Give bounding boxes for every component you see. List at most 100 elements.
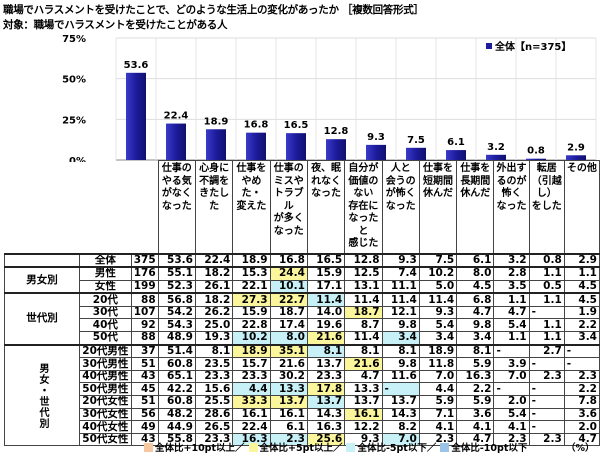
table-cell: 4.5 [563,279,600,294]
table-cell: 1.1 [528,318,565,333]
table-cell: 1.9 [563,305,600,320]
table-cell: 60.8 [157,357,196,371]
data-label: 16.8 [244,120,269,131]
table-cell: 10.2 [232,331,271,346]
data-label: 9.3 [367,132,385,143]
table-cell: 8.7 [344,318,383,333]
table-cell: 17.4 [269,318,308,333]
column-header-label: 仕事を 長期間 休んだ [460,163,491,199]
data-label: 0.8 [527,146,545,157]
column-header-label: 仕事の ミスや トラブル が多く なった [273,163,304,237]
legend-item: 全体比-10pt以下 [451,443,528,454]
table-cell: 13.3 [344,382,383,397]
column-header-label: 仕事の やる気 がなく なった [161,163,192,212]
table-cell: 26.2 [194,305,234,320]
table-cell: 14.3 [381,407,420,422]
table-cell: 56.8 [157,292,196,307]
row-n: 176 [130,266,159,281]
table-cell: - [528,407,565,422]
table-cell: 4.7 [456,432,495,447]
highlight-legend: 全体比+10pt以上／ 全体比+5pt以上／ 全体比-5pt以下／ 全体比-10pt以… [140,440,527,454]
table-cell: 4.5 [563,292,600,307]
column-header: その他 [563,160,600,254]
table-cell: 2.3 [528,432,565,447]
table-row: 全体 375 53.6 22.4 18.9 16.8 16.5 12.8 9.3 7.5 6.1 3.… [4,252,600,268]
table-cell: 9.3 [418,305,458,320]
table-cell: 18.7 [344,305,383,320]
column-header: 仕事の やる気 がなく なった [157,160,196,254]
table-cell: 54.3 [157,318,196,333]
table-cell: 3.9 [493,357,530,371]
legend-item: 全体比+5pt以上／ [259,443,343,454]
table-cell: 6.1 [269,420,308,434]
table-row: 20代女性 51 60.8 25.5 33.3 13.7 13.7 13.7 13.7 5.9 5.… [5,395,600,409]
data-label: 16.5 [284,120,309,131]
table-cell: 22.7 [269,292,308,307]
table-cell: 18.7 [269,305,308,320]
data-label: 7.5 [407,135,425,146]
table-cell: 22.1 [232,279,271,294]
row-group-label: 世代別 [4,292,80,346]
table-cell: 4.1 [493,420,530,434]
table-cell: 48.2 [157,407,196,422]
table-cell: - [493,343,530,359]
column-header-label: 人と 会うの が怖く なった [385,163,416,212]
row-label: 30代 [79,305,132,320]
bar-8 [406,147,426,160]
row-label: 40代 [79,318,132,333]
table-cell: 8.1 [381,343,420,359]
table-cell: 1.1 [493,331,530,346]
table-cell: 0.8 [528,252,565,268]
legend-swatch [248,443,258,452]
chart-subtitle: 対象：職場でハラスメントを受けたことがある人 [3,19,228,31]
table-cell: 8.1 [344,343,383,359]
row-n: 375 [130,252,159,268]
table-cell: 14.0 [306,305,346,320]
column-header-label: その他 [566,163,597,174]
table-cell: 53.6 [157,252,196,268]
legend-swatch [346,443,356,452]
data-label: 22.4 [164,111,189,122]
table-cell: 3.5 [493,279,530,294]
table-cell: 11.4 [381,292,420,307]
table-cell: 7.0 [493,369,530,384]
table-cell: 25.5 [194,395,234,409]
table-cell: 25.0 [194,318,234,333]
table-cell: 2.7 [528,343,565,359]
table-row: 世代別 20代 88 56.8 18.2 27.3 22.7 11.4 11.4 11.4 11.4… [4,292,600,346]
table-cell: 16.5 [306,252,346,268]
column-header-label: 仕事を 短期間 休んだ [423,163,453,199]
row-label: 女性 [79,279,132,294]
table-cell: 1.1 [493,292,530,307]
table-cell: 5.4 [493,318,530,333]
table-cell: - [528,395,565,409]
table-cell: 5.9 [456,395,495,409]
table-cell: 5.0 [418,279,458,294]
row-group-label: 男女・世代別 [4,343,80,447]
table-row: 40代女性 49 44.9 26.5 22.4 6.1 16.3 12.2 8.2 4.1 4.1 4… [5,420,600,434]
header-blank [4,160,159,254]
table-cell: 23.3 [306,369,346,384]
table-row: 50代男性 45 42.2 15.6 4.4 13.3 17.8 13.3-4.4 2.2- -2… [5,382,600,397]
table-cell: 7.0 [418,369,458,384]
table-cell: 9.8 [381,357,420,371]
table-row: 30代 107 54.2 26.2 15.9 18.7 14.0 18.7 12.1 9.3 4.7… [5,305,600,320]
table-cell: 2.3 [269,432,308,447]
row-n: 45 [130,382,159,397]
table-cell: 14.3 [306,407,346,422]
table-cell: 22.4 [232,420,271,434]
table-cell: 9.8 [381,318,420,333]
table-cell: 65.1 [157,369,196,384]
column-header: 仕事を 短期間 休んだ [418,160,458,254]
table-row: 40代 92 54.3 25.0 22.8 17.4 19.6 8.7 9.8 5.4 9.8 5.4… [5,318,600,333]
table-cell: 12.8 [344,252,383,268]
legend-swatch [440,443,450,452]
column-header-label: 夜、眠 れなく なった [311,163,342,199]
table-cell: 44.9 [157,420,196,434]
table-cell: 18.9 [418,343,458,359]
table-cell: 18.9 [232,252,271,268]
table-cell: 6.1 [456,252,495,268]
table-cell: 51.4 [157,343,196,359]
table-cell: 21.6 [306,331,346,346]
table-cell: 4.4 [418,382,458,397]
